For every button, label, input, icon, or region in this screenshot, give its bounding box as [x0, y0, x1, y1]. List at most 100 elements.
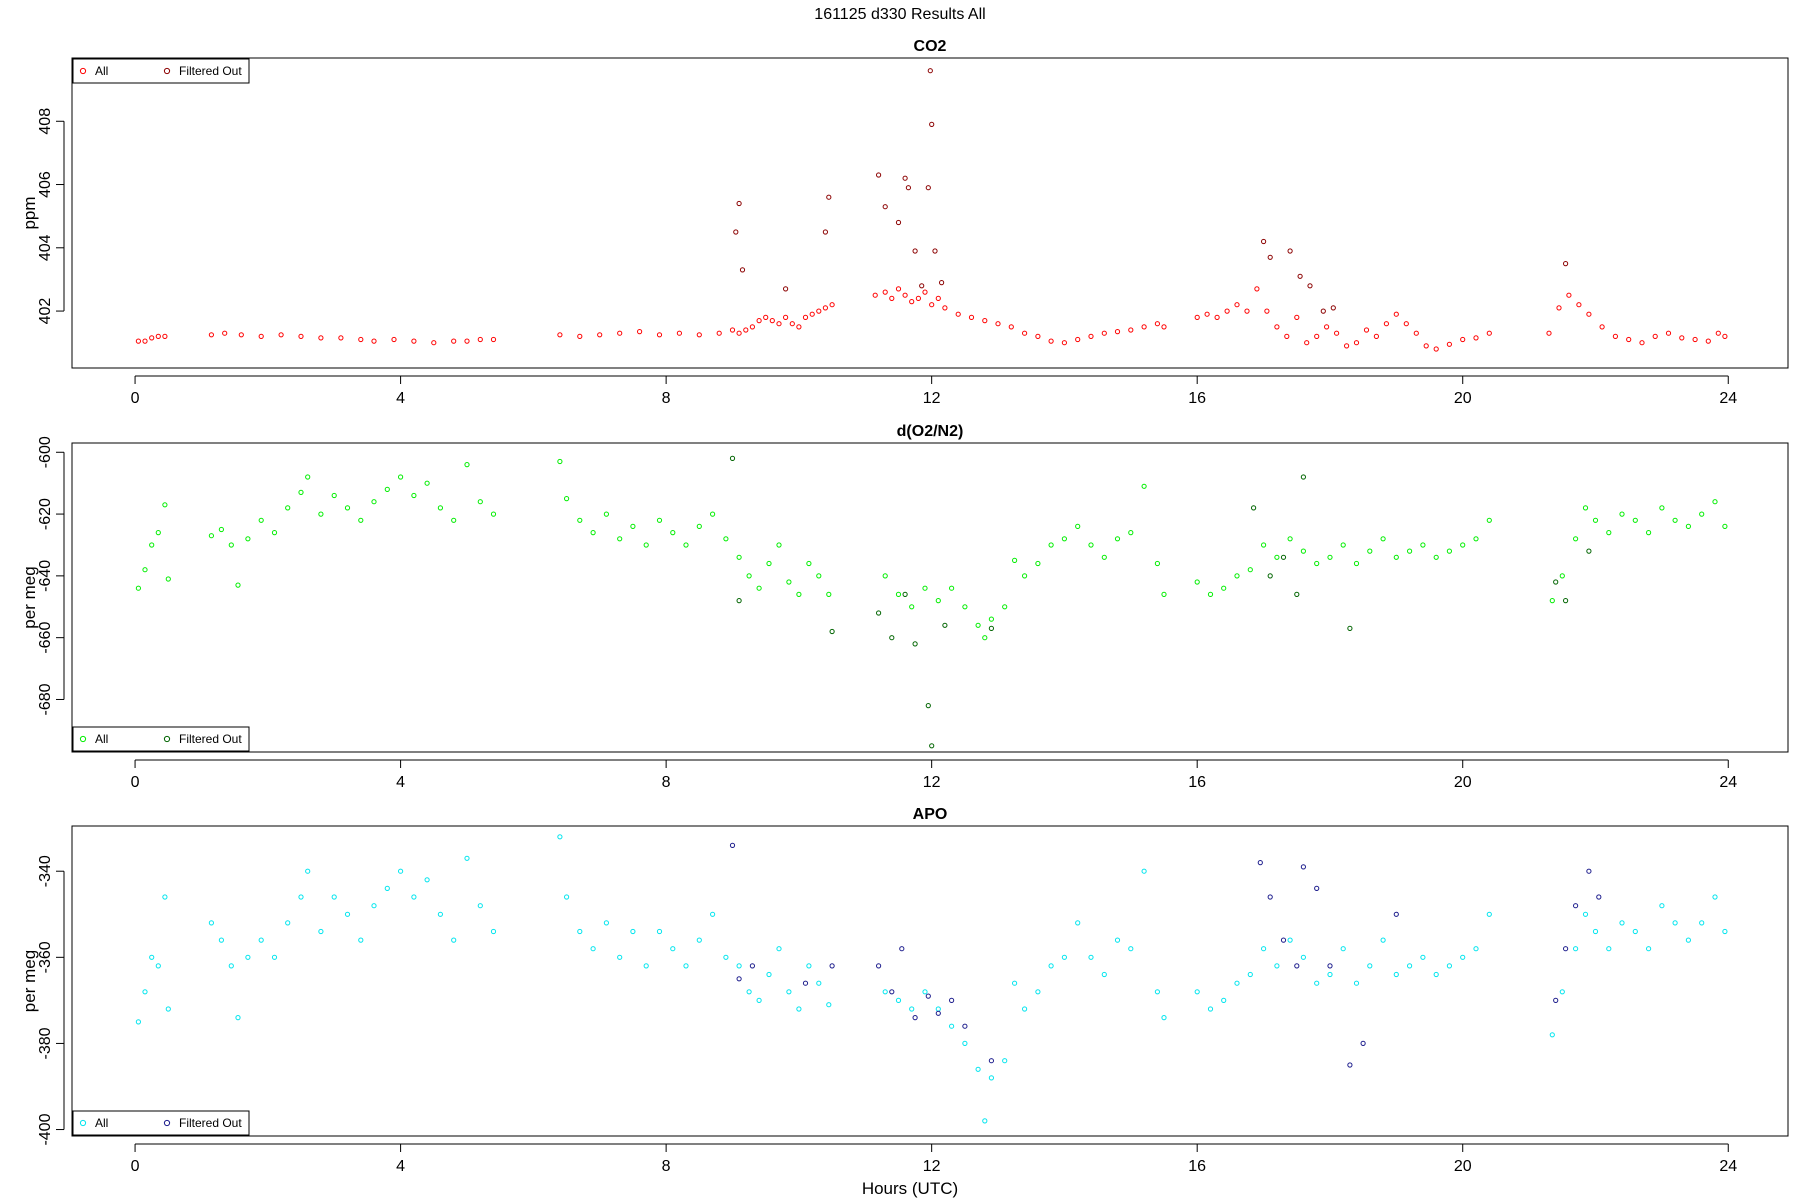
data-point [1553, 579, 1559, 585]
data-point [1075, 920, 1081, 926]
data-point [776, 321, 782, 327]
data-point [1486, 517, 1492, 523]
data-point [1221, 585, 1227, 591]
data-point [723, 954, 729, 960]
x-tick-label: 16 [1188, 1158, 1206, 1175]
data-point [789, 321, 795, 327]
data-point [1012, 980, 1018, 986]
legend-label: All [95, 1116, 108, 1130]
data-point [490, 928, 497, 935]
legend-label: All [95, 64, 108, 78]
panel-title: CO2 [914, 38, 947, 55]
data-point [982, 1118, 988, 1124]
data-point [477, 499, 483, 505]
data-point [1460, 542, 1466, 548]
data-point [802, 314, 809, 320]
data-point [796, 324, 802, 330]
y-axis-label: ppm [20, 196, 39, 229]
x-tick-label: 8 [662, 1158, 671, 1175]
data-point [1300, 954, 1307, 960]
data-point [1327, 554, 1333, 560]
data-point [716, 330, 722, 336]
data-point [1088, 542, 1094, 548]
data-point [982, 635, 988, 641]
data-point [1251, 505, 1257, 511]
y-tick-label: -640 [37, 560, 54, 592]
x-tick-label: 0 [131, 774, 140, 791]
x-tick-label: 4 [396, 390, 405, 407]
data-point [1380, 536, 1386, 542]
data-point [1573, 903, 1579, 909]
data-point [676, 330, 683, 336]
data-point [922, 289, 928, 295]
data-point [1473, 946, 1479, 952]
data-point [1393, 971, 1399, 978]
x-tick-label: 12 [923, 1158, 941, 1175]
data-point [1280, 554, 1287, 560]
data-point [988, 625, 995, 632]
data-point [1008, 324, 1014, 330]
data-point [1606, 530, 1612, 536]
data-point [1679, 335, 1685, 341]
data-point [746, 573, 752, 579]
data-point [1088, 954, 1094, 960]
data-point [1715, 330, 1721, 336]
series-filtered-out [729, 842, 1602, 1068]
x-tick-label: 24 [1719, 390, 1737, 407]
data-point [1712, 499, 1718, 505]
data-point [165, 1006, 171, 1012]
data-point [902, 591, 908, 598]
x-tick-label: 16 [1188, 390, 1206, 407]
data-point [1699, 920, 1705, 926]
panel-title: APO [913, 806, 948, 823]
data-point [796, 591, 802, 598]
data-point [822, 305, 829, 311]
data-point [1559, 573, 1565, 579]
data-point [756, 318, 762, 324]
data-point [235, 1015, 241, 1021]
data-point [1141, 324, 1147, 330]
data-point [822, 229, 829, 235]
data-point [1284, 333, 1290, 339]
data-point [816, 308, 822, 314]
data-point [736, 200, 742, 207]
legend-label: Filtered Out [179, 1116, 242, 1130]
data-point [1264, 308, 1270, 314]
data-point [776, 946, 782, 952]
data-point [1367, 548, 1373, 554]
data-point [919, 283, 925, 289]
data-point [1330, 305, 1336, 311]
data-point [1722, 333, 1728, 339]
x-axis: 0 4 8 12 16 20 24 [131, 759, 1737, 791]
data-point [929, 302, 935, 308]
data-point [826, 591, 832, 598]
data-point [889, 295, 895, 301]
data-point [1685, 523, 1692, 530]
data-point [490, 336, 497, 343]
data-point [962, 604, 968, 610]
data-point [1261, 542, 1267, 548]
data-point [162, 502, 168, 508]
data-point [1393, 311, 1399, 317]
data-point [656, 517, 663, 523]
data-point [1420, 954, 1426, 960]
data-point [922, 989, 928, 995]
data-point [1012, 557, 1018, 564]
data-point [1639, 340, 1645, 346]
data-point [1586, 311, 1592, 317]
x-tick-label: 24 [1719, 774, 1737, 791]
data-point [643, 542, 649, 548]
data-point [670, 946, 676, 952]
data-point [876, 172, 882, 178]
data-point [696, 332, 702, 338]
data-point [826, 194, 832, 200]
x-axis: 0 4 8 12 16 20 24 [131, 1143, 1737, 1175]
data-point [1297, 273, 1303, 279]
data-point [882, 989, 888, 995]
data-point [1061, 954, 1068, 960]
data-point [882, 573, 888, 579]
data-point [902, 292, 908, 298]
data-point [935, 1006, 941, 1012]
data-point [786, 579, 792, 585]
data-point [935, 295, 941, 301]
